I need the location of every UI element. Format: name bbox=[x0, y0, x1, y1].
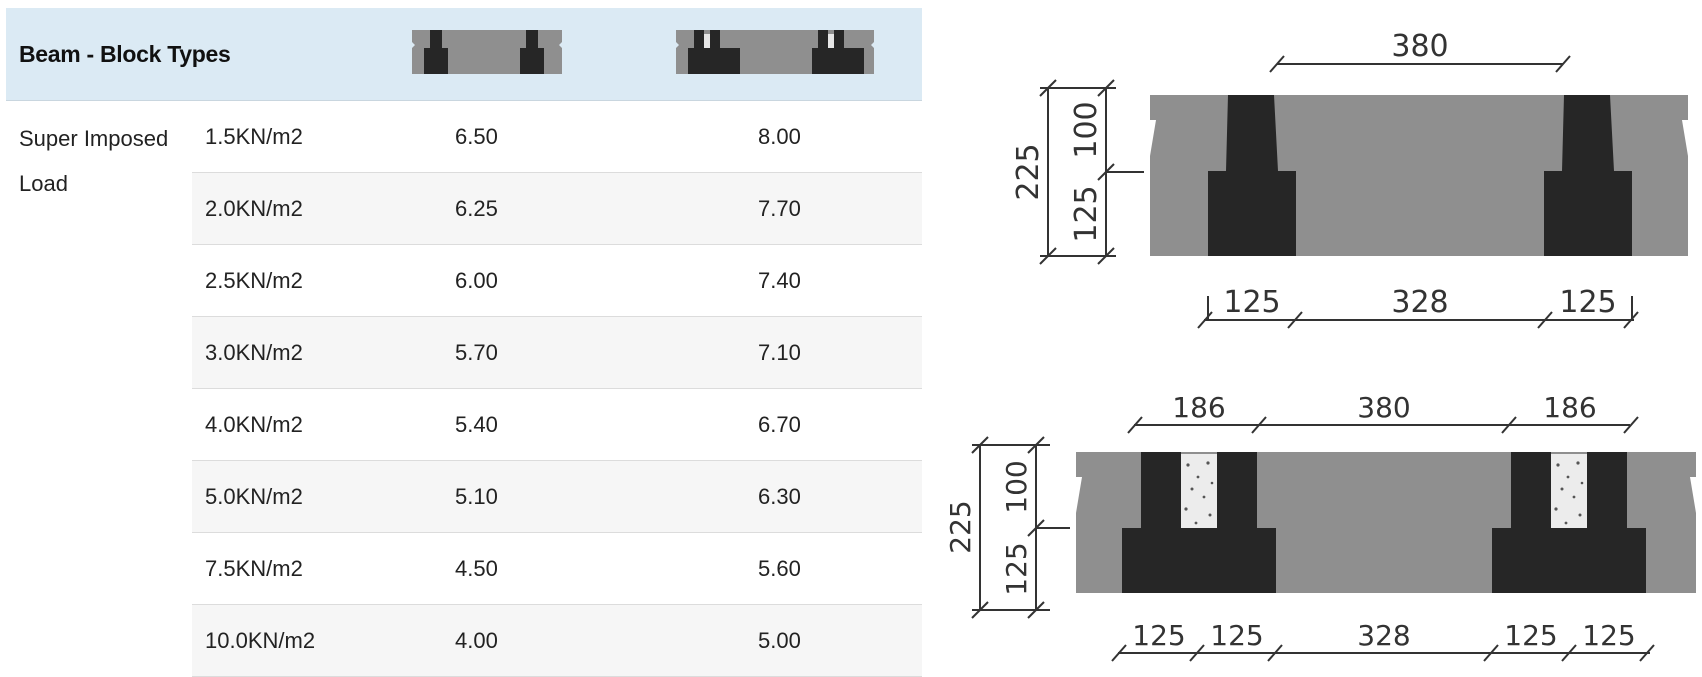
dim-bottom-label: 125 bbox=[1559, 285, 1616, 320]
table-row: 4.0KN/m2 5.40 6.70 bbox=[192, 389, 922, 461]
dim-height-lower-label: 125 bbox=[1000, 542, 1033, 595]
dim-bottom-label: 125 bbox=[1223, 285, 1280, 320]
load-cell: 2.5KN/m2 bbox=[205, 268, 303, 293]
super-imposed-load-label: Super Imposed Load bbox=[19, 126, 169, 196]
dim-top-label: 380 bbox=[1357, 391, 1410, 424]
load-cell: 5.0KN/m2 bbox=[205, 484, 303, 509]
single-beam-thumbnail bbox=[412, 30, 562, 74]
double-span-cell: 8.00 bbox=[758, 124, 801, 149]
double-span-cell: 6.30 bbox=[758, 484, 801, 509]
dim-height-upper-label: 100 bbox=[1069, 101, 1104, 158]
table-row: 7.5KN/m2 4.50 5.60 bbox=[192, 533, 922, 605]
load-cell: 2.0KN/m2 bbox=[205, 196, 303, 221]
dim-bottom-label: 328 bbox=[1357, 619, 1410, 652]
dim-top-label: 380 bbox=[1391, 29, 1448, 64]
dim-height-lower-label: 125 bbox=[1069, 185, 1104, 242]
table-row: 2.5KN/m2 6.00 7.40 bbox=[192, 245, 922, 317]
dim-bottom-label: 125 bbox=[1582, 619, 1635, 652]
load-cell: 4.0KN/m2 bbox=[205, 412, 303, 437]
dim-bottom-label: 328 bbox=[1391, 285, 1448, 320]
dimension-lines bbox=[971, 416, 1655, 662]
dimension-lines bbox=[1039, 55, 1639, 329]
single-beam-section-diagram: 380 225 100 125 125 328 125 bbox=[1011, 29, 1688, 329]
double-span-cell: 7.10 bbox=[758, 340, 801, 365]
table-row: 10.0KN/m2 4.00 5.00 bbox=[192, 605, 922, 677]
dim-bottom-label: 125 bbox=[1504, 619, 1557, 652]
dim-height-total-label: 225 bbox=[944, 500, 977, 553]
table-row: 1.5KN/m2 6.50 8.00 bbox=[192, 101, 922, 173]
table-row: 3.0KN/m2 5.70 7.10 bbox=[192, 317, 922, 389]
single-span-cell: 5.40 bbox=[455, 412, 498, 437]
single-span-cell: 4.00 bbox=[455, 628, 498, 653]
single-span-cell: 5.10 bbox=[455, 484, 498, 509]
double-span-cell: 7.40 bbox=[758, 268, 801, 293]
load-cell: 1.5KN/m2 bbox=[205, 124, 303, 149]
single-span-cell: 5.70 bbox=[455, 340, 498, 365]
table-header: Beam - Block Types bbox=[6, 8, 922, 101]
double-span-cell: 6.70 bbox=[758, 412, 801, 437]
dim-bottom-label: 125 bbox=[1210, 619, 1263, 652]
single-span-cell: 6.25 bbox=[455, 196, 498, 221]
table-row: 5.0KN/m2 5.10 6.30 bbox=[192, 461, 922, 533]
load-cell: 7.5KN/m2 bbox=[205, 556, 303, 581]
single-span-cell: 6.00 bbox=[455, 268, 498, 293]
double-span-cell: 7.70 bbox=[758, 196, 801, 221]
dim-height-upper-label: 100 bbox=[1000, 460, 1033, 513]
single-span-cell: 6.50 bbox=[455, 124, 498, 149]
double-span-cell: 5.00 bbox=[758, 628, 801, 653]
single-span-cell: 4.50 bbox=[455, 556, 498, 581]
header-title: Beam - Block Types bbox=[19, 41, 231, 67]
double-span-cell: 5.60 bbox=[758, 556, 801, 581]
dim-top-label: 186 bbox=[1172, 391, 1225, 424]
table-row: 2.0KN/m2 6.25 7.70 bbox=[192, 173, 922, 245]
load-cell: 10.0KN/m2 bbox=[205, 628, 316, 653]
dim-top-label: 186 bbox=[1543, 391, 1596, 424]
load-cell: 3.0KN/m2 bbox=[205, 340, 303, 365]
dim-height-total-label: 225 bbox=[1011, 143, 1046, 200]
double-beam-section-diagram: 186 380 186 225 100 125 125 125 328 125 … bbox=[944, 391, 1696, 662]
beam-right-double bbox=[1492, 452, 1646, 593]
dim-bottom-label: 125 bbox=[1132, 619, 1185, 652]
double-beam-thumbnail bbox=[676, 30, 874, 74]
beam-left-double bbox=[1122, 452, 1276, 593]
